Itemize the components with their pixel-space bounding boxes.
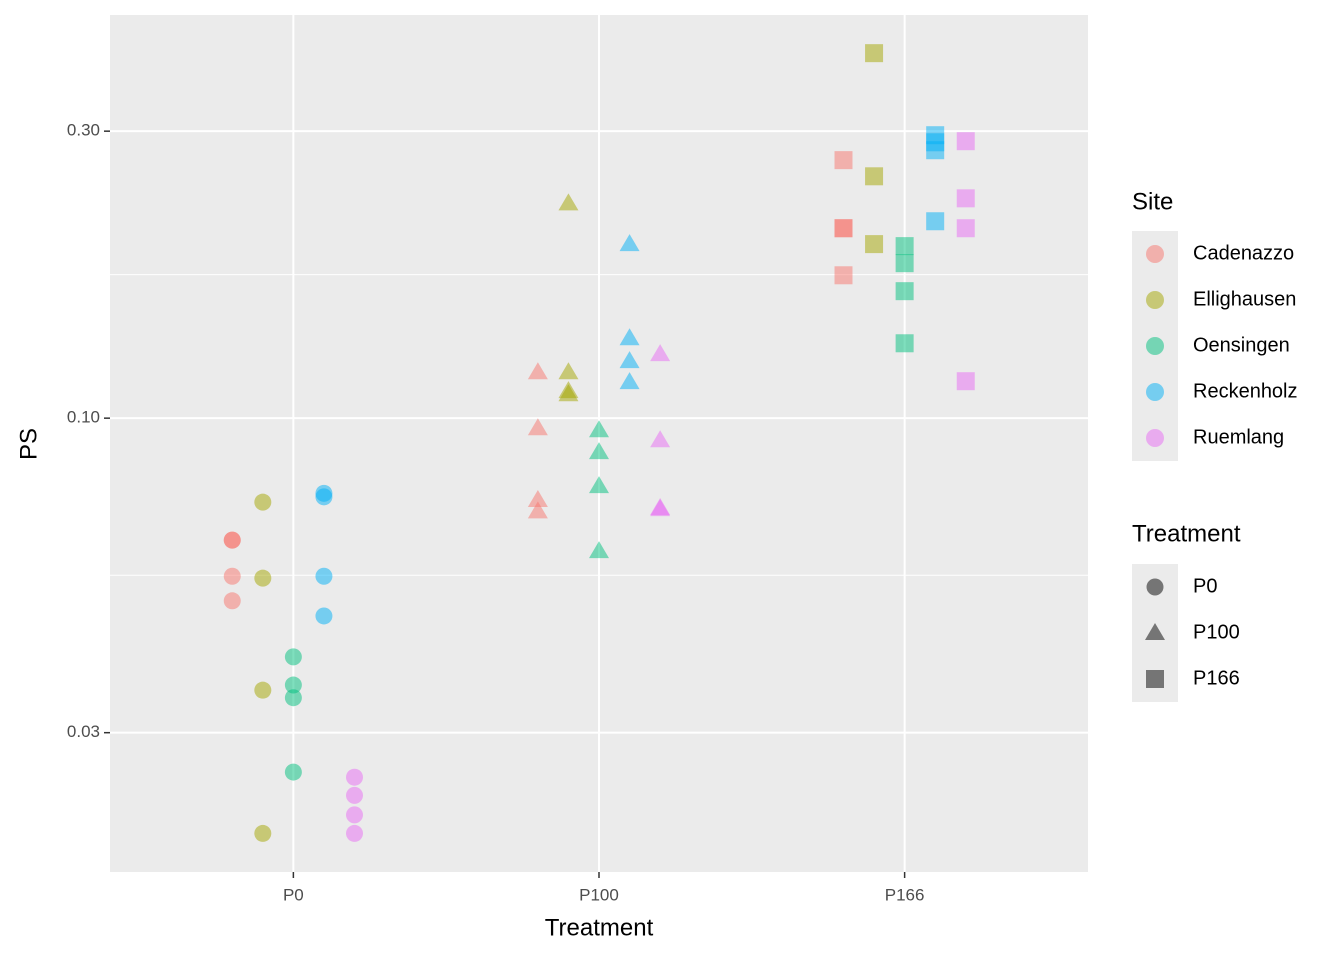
point [865,235,884,254]
point [619,351,640,369]
legend-key [1145,623,1165,640]
point [284,689,302,707]
x-axis-title: Treatment [545,914,654,941]
legend-label: P0 [1193,575,1217,597]
legend-key [1146,670,1164,688]
legend-title: Treatment [1132,520,1241,547]
point [558,384,579,402]
point [956,219,975,238]
point [558,362,579,380]
y-tick-label: 0.30 [67,121,100,140]
point [527,418,548,436]
point [315,607,333,625]
point [315,488,333,506]
legend-label: Cadenazzo [1193,242,1294,264]
point [956,372,975,391]
y-tick-label: 0.10 [67,408,100,427]
point [589,476,609,494]
legend-label: Ruemlang [1193,426,1284,448]
point [346,806,363,824]
point [284,763,302,781]
point [223,531,241,549]
point [834,151,853,170]
point [895,237,914,256]
point [346,768,363,786]
point [346,786,363,804]
legend-key [1146,291,1164,309]
point [284,648,302,666]
y-axis-title: PS [15,428,42,460]
point [589,420,609,438]
legend-key [1146,429,1164,447]
point [926,212,945,231]
point [589,442,609,460]
point [926,141,945,160]
y-tick-label: 0.03 [67,722,100,741]
point [284,676,302,694]
point [650,499,671,517]
point [527,362,548,380]
point [956,132,975,151]
legend-label: P100 [1193,621,1240,643]
point [223,592,241,610]
point [589,541,609,559]
point [834,266,853,285]
point [650,430,671,448]
legend-key [1146,383,1164,401]
point [223,567,241,585]
point [865,167,884,186]
legend-key [1146,245,1164,263]
point [254,493,272,511]
point [558,193,579,211]
point [254,681,272,699]
legend-label: Reckenholz [1193,380,1298,402]
point [865,44,884,63]
x-tick-label: P0 [283,885,304,904]
legend-label: P166 [1193,667,1240,689]
point [895,254,914,273]
legend-key [1146,337,1164,355]
point [619,234,640,252]
point [346,824,363,842]
x-tick-label: P100 [579,885,619,904]
point [895,282,914,301]
point [956,189,975,208]
point [254,824,272,842]
point [619,372,640,390]
point [254,569,272,587]
point [527,501,548,519]
point [315,567,333,585]
point [527,490,548,508]
point [895,334,914,353]
x-tick-label: P166 [885,885,925,904]
legend-title: Site [1132,188,1173,215]
point [619,328,640,346]
legend-key [1146,578,1164,596]
point [650,344,671,362]
legend-label: Ellighausen [1193,288,1296,310]
legend-label: Oensingen [1193,334,1290,356]
point [834,219,853,238]
